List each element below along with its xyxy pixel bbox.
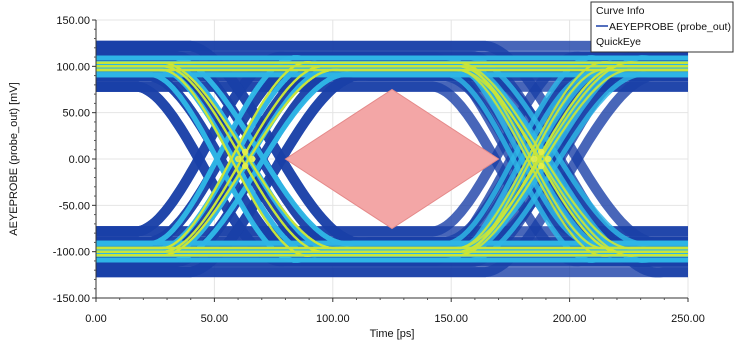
- crossing-hotspot-0-2: [241, 162, 249, 170]
- crossing-hotspot-1-0: [530, 155, 538, 163]
- y-tick-label-1: 100.00: [56, 61, 90, 73]
- x-tick-label-2: 100.00: [316, 313, 350, 325]
- y-axis-title: AEYEPROBE (probe_out) [mV]: [8, 82, 20, 235]
- x-tick-label-5: 250.00: [671, 313, 705, 325]
- x-axis-title: Time [ps]: [370, 328, 415, 340]
- y-tick-label-4: -50.00: [59, 200, 90, 212]
- x-tick-label-1: 50.00: [201, 313, 229, 325]
- y-tick-label-6: -150.00: [53, 293, 90, 305]
- x-axis-ticks: 0.00 50.00 100.00 150.00 200.00 250.00: [85, 298, 705, 325]
- y-tick-label-2: 50.00: [62, 108, 90, 120]
- x-tick-label-0: 0.00: [85, 313, 106, 325]
- legend-box: [590, 1, 734, 53]
- crossing-hotspot-1-2: [537, 162, 545, 170]
- y-tick-label-5: -100.00: [53, 247, 90, 259]
- x-tick-label-3: 150.00: [434, 313, 468, 325]
- quickeye-mask: [284, 88, 500, 230]
- crossing-hotspot-0-1: [248, 155, 256, 163]
- x-tick-label-4: 200.00: [553, 313, 587, 325]
- y-tick-label-3: 0.00: [69, 154, 90, 166]
- legend-entry-aeyeprobe: AEYEPROBE (probe_out): [609, 21, 731, 33]
- y-axis-ticks: 150.00 100.00 50.00 0.00 -50.00 -100.00 -150.0…: [53, 15, 96, 305]
- eye-trace-190: [96, 68, 688, 257]
- legend: Curve Info AEYEPROBE (probe_out) QuickEy…: [590, 1, 734, 53]
- crossing-hotspot-1-3: [537, 148, 545, 156]
- legend-title: Curve Info: [596, 5, 645, 17]
- eye-traces: [96, 40, 688, 278]
- crossing-hotspot-0-0: [234, 155, 242, 163]
- y-tick-label-0: 150.00: [56, 15, 90, 27]
- crossing-hotspot-0-3: [241, 148, 249, 156]
- legend-entry-quickeye: QuickEye: [596, 36, 641, 48]
- crossing-hotspot-1-1: [544, 155, 552, 163]
